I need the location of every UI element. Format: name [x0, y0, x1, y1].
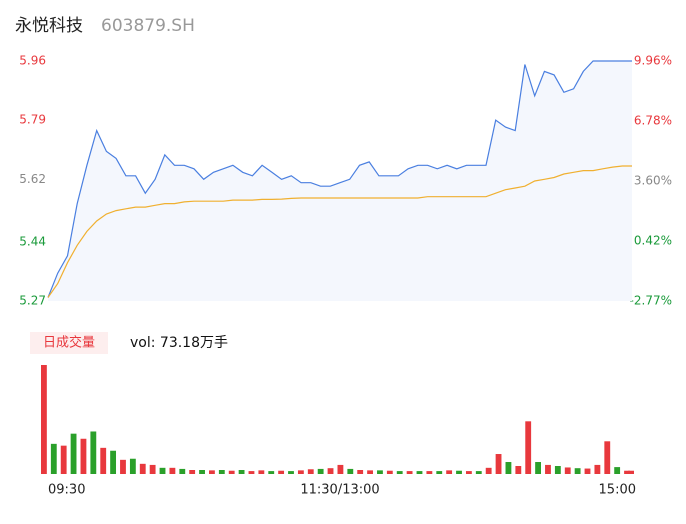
volume-bar	[169, 467, 176, 474]
volume-bar	[554, 466, 561, 474]
volume-bar	[149, 464, 156, 474]
y2-tick-label: 3.60%	[634, 173, 672, 187]
volume-bar	[189, 470, 196, 474]
volume-bar	[179, 468, 186, 474]
volume-bar	[416, 471, 423, 474]
volume-bar	[426, 471, 433, 474]
volume-bar	[584, 468, 591, 474]
volume-badge-bg	[30, 332, 108, 354]
volume-bar	[515, 466, 522, 474]
y-tick-label: 5.62	[19, 172, 46, 186]
price-area	[48, 61, 632, 301]
y-tick-label: 5.96	[19, 54, 46, 68]
volume-bar	[564, 467, 571, 474]
volume-bar	[535, 462, 541, 474]
volume-bar	[60, 445, 67, 474]
volume-bar	[406, 471, 413, 474]
y-tick-label: 5.27	[19, 294, 46, 308]
volume-bar	[525, 421, 532, 474]
volume-bar	[545, 464, 551, 474]
volume-bar	[594, 464, 601, 474]
stock-name: 永悦科技	[15, 16, 83, 36]
y-tick-label: 5.44	[19, 234, 46, 248]
volume-bar	[574, 468, 581, 474]
volume-bar	[278, 470, 285, 474]
volume-badge: 日成交量	[43, 335, 95, 351]
volume-bar	[327, 468, 334, 474]
volume-bar	[268, 471, 275, 474]
volume-bar	[456, 470, 462, 474]
volume-bar	[80, 438, 87, 474]
volume-bar	[357, 470, 364, 474]
volume-bar	[337, 464, 344, 474]
volume-bar	[495, 454, 502, 474]
volume-bar	[50, 443, 57, 474]
x-tick-label: 15:00	[599, 483, 636, 498]
volume-bar	[297, 470, 304, 474]
volume-bar	[628, 470, 634, 474]
volume-bar	[604, 441, 611, 474]
volume-bar	[218, 470, 225, 474]
volume-bar	[129, 458, 136, 474]
y2-tick-label: 9.96%	[634, 54, 672, 68]
x-tick-label: 09:30	[48, 483, 85, 498]
volume-bar	[90, 431, 97, 474]
stock-code: 603879.SH	[101, 16, 195, 36]
x-tick-label: 11:30/13:00	[300, 483, 379, 498]
volume-bar	[288, 471, 294, 474]
volume-bar	[70, 433, 77, 474]
volume-bar	[367, 470, 373, 474]
volume-bar	[307, 469, 314, 474]
volume-bar	[436, 471, 443, 474]
volume-bar	[238, 470, 245, 474]
avg-line	[47, 165, 632, 298]
y2-tick-label: 6.78%	[634, 113, 672, 127]
volume-bar	[199, 470, 205, 474]
volume-bar	[347, 468, 354, 474]
volume-bar	[110, 450, 117, 474]
volume-bar	[475, 471, 482, 474]
volume-bar	[228, 470, 235, 474]
volume-bar	[485, 467, 492, 474]
volume-bar	[209, 470, 215, 474]
volume-bar	[139, 463, 146, 474]
y2-tick-label: 0.42%	[634, 233, 672, 247]
volume-bar	[159, 467, 166, 474]
volume-bar	[624, 470, 630, 474]
volume-bar	[377, 470, 383, 474]
volume-bar	[505, 462, 512, 474]
volume-bar	[317, 468, 324, 474]
volume-bar	[41, 365, 47, 474]
volume-label: vol: 73.18万手	[130, 335, 228, 351]
volume-bar	[386, 470, 393, 474]
volume-bar	[396, 471, 403, 474]
volume-bar	[446, 470, 453, 474]
volume-bar	[248, 471, 255, 474]
volume-bar	[258, 470, 265, 474]
price-line	[47, 60, 632, 298]
y-tick-label: 5.79	[19, 113, 46, 127]
volume-bar	[614, 467, 621, 474]
volume-bar	[465, 471, 472, 474]
volume-bar	[120, 459, 126, 474]
y2-tick-label: -2.77%	[630, 294, 672, 308]
volume-bar	[100, 447, 107, 474]
